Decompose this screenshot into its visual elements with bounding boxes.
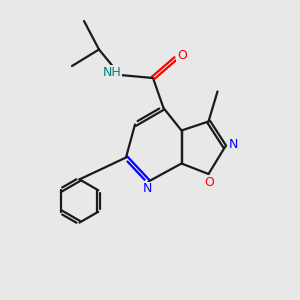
Text: O: O: [177, 49, 187, 62]
Text: O: O: [205, 176, 214, 189]
Text: N: N: [142, 182, 152, 196]
Text: N: N: [228, 138, 238, 152]
Text: NH: NH: [103, 66, 121, 80]
